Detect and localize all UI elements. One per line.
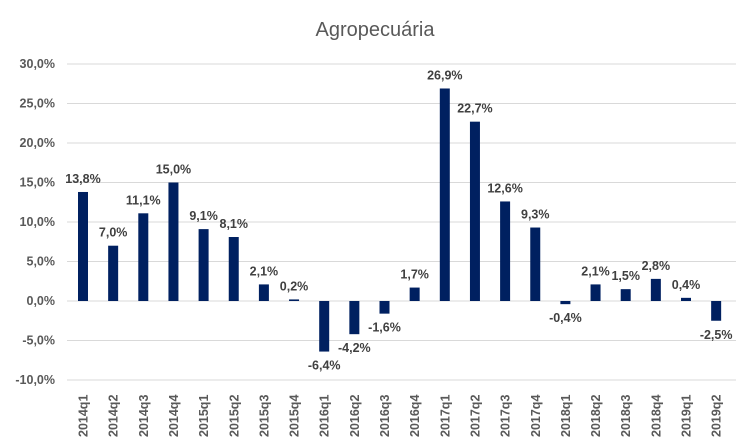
data-label: -6,4% bbox=[308, 359, 341, 373]
y-tick-label: -5,0% bbox=[22, 334, 55, 348]
data-label: 0,2% bbox=[280, 279, 309, 293]
x-tick-label: 2016q3 bbox=[378, 395, 392, 437]
y-tick-label: 5,0% bbox=[27, 255, 56, 269]
bar-2015q3 bbox=[258, 284, 269, 301]
bar-2017q2 bbox=[469, 121, 480, 301]
data-label: 13,8% bbox=[65, 172, 100, 186]
x-tick-label: 2019q2 bbox=[710, 395, 724, 437]
bar-2017q1 bbox=[439, 88, 450, 302]
bar-2014q1 bbox=[78, 191, 88, 301]
y-tick-label: 0,0% bbox=[27, 294, 56, 308]
x-tick-label: 2016q4 bbox=[408, 395, 422, 437]
x-tick-label: 2015q1 bbox=[197, 395, 211, 437]
x-tick-label: 2017q4 bbox=[529, 395, 543, 437]
chart-title: Agropecuária bbox=[316, 19, 436, 41]
bar-2017q3 bbox=[500, 201, 511, 301]
bar-2018q1 bbox=[560, 301, 571, 305]
y-tick-label: 20,0% bbox=[20, 136, 55, 150]
x-tick-label: 2014q1 bbox=[77, 395, 91, 437]
data-label: 2,8% bbox=[642, 259, 671, 273]
bar-2016q4 bbox=[409, 287, 420, 301]
bar-2016q3 bbox=[379, 301, 390, 314]
data-label: 1,5% bbox=[611, 269, 640, 283]
data-label: -4,2% bbox=[338, 341, 371, 355]
y-tick-label: 10,0% bbox=[20, 215, 55, 229]
x-tick-label: 2018q2 bbox=[589, 395, 603, 437]
bar-2014q2 bbox=[108, 245, 119, 301]
y-tick-label: 25,0% bbox=[20, 97, 55, 111]
x-tick-label: 2018q3 bbox=[619, 395, 633, 437]
y-tick-label: -10,0% bbox=[15, 373, 55, 387]
data-label: 11,1% bbox=[126, 193, 161, 207]
x-tick-label: 2018q4 bbox=[649, 395, 663, 437]
bar-2015q4 bbox=[289, 299, 300, 301]
bar-2015q1 bbox=[198, 229, 209, 301]
y-tick-label: 30,0% bbox=[20, 57, 55, 71]
x-tick-label: 2018q1 bbox=[559, 395, 573, 437]
data-label: 7,0% bbox=[99, 226, 128, 240]
data-label: 2,1% bbox=[581, 264, 610, 278]
data-label: 9,3% bbox=[521, 208, 550, 222]
bar-2018q4 bbox=[650, 278, 661, 301]
data-label: 22,7% bbox=[457, 102, 492, 116]
bar-2016q1 bbox=[319, 301, 330, 352]
data-label: -0,4% bbox=[549, 311, 582, 325]
x-tick-label: 2014q3 bbox=[137, 395, 151, 437]
data-label: 1,7% bbox=[400, 268, 429, 282]
bar-2017q4 bbox=[530, 227, 541, 301]
bar-2014q3 bbox=[138, 213, 149, 301]
data-label: 9,1% bbox=[189, 209, 218, 223]
data-label: 8,1% bbox=[220, 217, 249, 231]
x-tick-label: 2017q1 bbox=[438, 395, 452, 437]
data-label: 15,0% bbox=[156, 163, 191, 177]
data-label: 0,4% bbox=[672, 278, 701, 292]
data-label: 26,9% bbox=[427, 68, 462, 82]
bar-2014q4 bbox=[168, 182, 179, 301]
bar-2015q2 bbox=[228, 237, 239, 301]
bar-2019q2 bbox=[711, 301, 722, 321]
x-tick-label: 2014q2 bbox=[107, 395, 121, 437]
data-label: -2,5% bbox=[700, 328, 733, 342]
y-tick-label: 15,0% bbox=[20, 176, 55, 190]
x-tick-label: 2017q2 bbox=[468, 395, 482, 437]
data-label: -1,6% bbox=[368, 321, 401, 335]
x-tick-label: 2015q3 bbox=[257, 395, 271, 437]
x-tick-label: 2019q1 bbox=[680, 395, 694, 437]
x-tick-label: 2016q1 bbox=[318, 395, 332, 437]
bar-2018q3 bbox=[620, 289, 631, 301]
x-tick-label: 2014q4 bbox=[167, 395, 181, 437]
bar-2018q2 bbox=[590, 284, 601, 301]
bar-2019q1 bbox=[681, 297, 691, 301]
x-tick-label: 2015q2 bbox=[227, 395, 241, 437]
x-tick-label: 2016q2 bbox=[348, 395, 362, 437]
x-tick-label: 2015q4 bbox=[288, 395, 302, 437]
bar-2016q2 bbox=[349, 301, 360, 335]
data-label: 2,1% bbox=[250, 264, 279, 278]
data-label: 12,6% bbox=[487, 181, 522, 195]
x-tick-label: 2017q3 bbox=[499, 395, 513, 437]
